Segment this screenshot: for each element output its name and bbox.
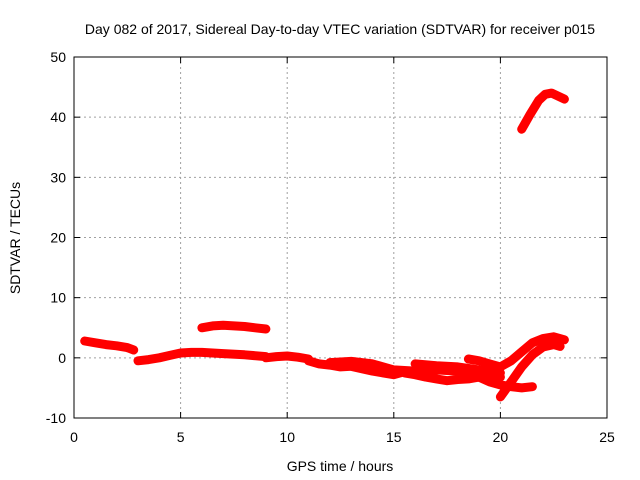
data-point — [144, 355, 153, 364]
data-point — [485, 377, 494, 386]
data-point — [528, 382, 537, 391]
data-point — [421, 373, 430, 382]
data-point — [133, 356, 142, 365]
data-point — [187, 348, 196, 357]
x-tick-label: 0 — [70, 429, 78, 445]
series-track-9 — [463, 332, 569, 372]
data-point — [347, 357, 356, 366]
data-point — [293, 353, 302, 362]
data-point — [475, 365, 484, 374]
data-point — [432, 361, 441, 370]
data-point — [475, 356, 484, 365]
data-point — [443, 376, 452, 385]
data-point — [283, 352, 292, 361]
data-point — [464, 355, 473, 364]
data-point — [240, 350, 249, 359]
data-point — [112, 341, 121, 350]
data-point — [507, 356, 516, 365]
x-tick-label: 5 — [177, 429, 185, 445]
data-point — [453, 362, 462, 371]
data-point — [315, 359, 324, 368]
x-axis-label: GPS time / hours — [287, 458, 394, 474]
data-point — [507, 377, 516, 386]
data-point — [534, 96, 543, 105]
data-point — [496, 362, 505, 371]
data-point — [304, 356, 313, 365]
y-tick-label: 0 — [58, 350, 66, 366]
data-point — [560, 335, 569, 344]
y-tick-label: 30 — [50, 169, 66, 185]
data-point — [556, 342, 565, 351]
data-point — [325, 358, 334, 367]
y-tick-label: 20 — [50, 230, 66, 246]
data-point — [560, 95, 569, 104]
data-point — [549, 332, 558, 341]
data-point — [400, 368, 409, 377]
data-point — [219, 321, 228, 330]
data-point — [123, 343, 132, 352]
data-point — [251, 323, 260, 332]
y-tick-label: 10 — [50, 290, 66, 306]
data-point — [176, 349, 185, 358]
data-point — [208, 321, 217, 330]
x-tick-label: 10 — [279, 429, 295, 445]
data-point — [547, 89, 556, 98]
data-point — [464, 374, 473, 383]
x-tick-label: 20 — [493, 429, 509, 445]
data-point — [368, 359, 377, 368]
data-point — [496, 392, 505, 401]
series-track-2 — [133, 347, 271, 366]
data-point — [155, 353, 164, 362]
data-point — [528, 350, 537, 359]
data-point — [475, 373, 484, 382]
data-point — [197, 323, 206, 332]
data-point — [129, 346, 138, 355]
data-point — [219, 349, 228, 358]
data-point — [197, 348, 206, 357]
data-point — [240, 322, 249, 331]
data-point — [526, 110, 535, 119]
data-point — [411, 359, 420, 368]
x-tick-label: 15 — [386, 429, 402, 445]
x-tick-label: 25 — [599, 429, 615, 445]
data-point — [229, 321, 238, 330]
data-point — [453, 375, 462, 384]
data-point — [541, 90, 550, 99]
data-point — [517, 125, 526, 134]
y-tick-label: 40 — [50, 109, 66, 125]
data-point — [432, 374, 441, 383]
data-point — [261, 353, 270, 362]
data-point — [517, 347, 526, 356]
data-point — [91, 338, 100, 347]
data-point — [528, 338, 537, 347]
data-point — [272, 352, 281, 361]
series-track-5 — [304, 356, 409, 380]
y-axis-label: SDTVAR / TECUs — [7, 182, 23, 294]
data-point — [539, 334, 548, 343]
data-point — [411, 370, 420, 379]
data-point — [496, 380, 505, 389]
data-point — [553, 92, 562, 101]
data-point — [485, 359, 494, 368]
y-tick-label: -10 — [46, 410, 66, 426]
data-point — [101, 340, 110, 349]
data-point — [517, 383, 526, 392]
data-point — [165, 351, 174, 360]
data-point — [539, 343, 548, 352]
data-point — [261, 324, 270, 333]
data-point — [549, 340, 558, 349]
chart-title: Day 082 of 2017, Sidereal Day-to-day VTE… — [85, 21, 595, 37]
y-tick-label: 50 — [50, 49, 66, 65]
data-series — [80, 88, 569, 402]
data-point — [517, 362, 526, 371]
data-point — [80, 336, 89, 345]
data-point — [389, 365, 398, 374]
